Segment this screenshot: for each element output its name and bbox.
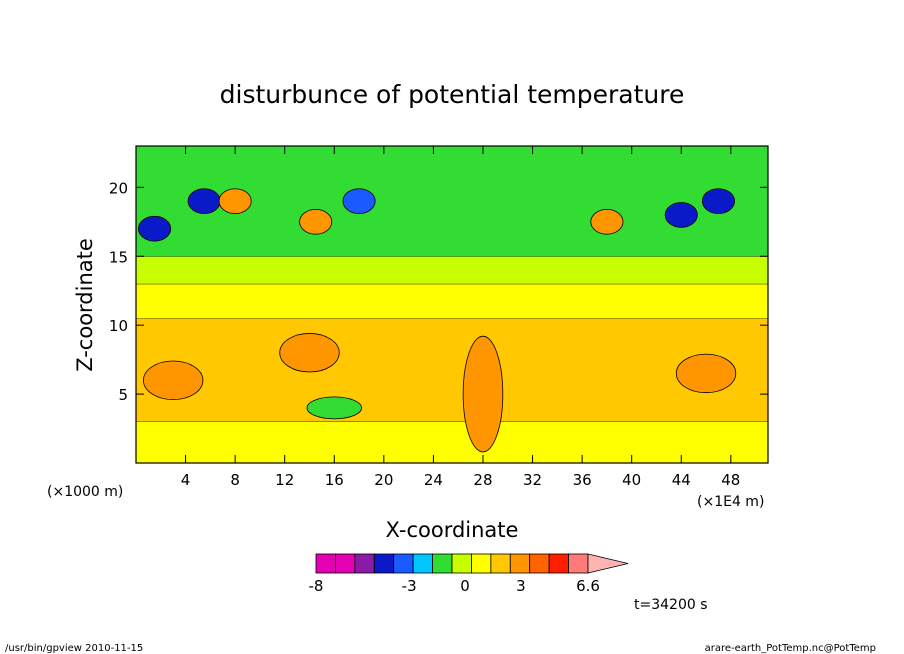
x-tick-label: 44	[672, 471, 691, 489]
contour-band-1	[136, 318, 768, 422]
contour-feature-3	[279, 333, 340, 373]
x-tick-label: 20	[374, 471, 393, 489]
colorbar-swatch	[432, 553, 453, 574]
colorbar-swatch	[315, 553, 336, 574]
contour-band-3	[136, 256, 768, 284]
x-tick-label: 24	[424, 471, 443, 489]
colorbar	[315, 553, 629, 574]
colorbar-arrow	[587, 553, 629, 574]
contour-feature-12	[590, 209, 624, 235]
colorbar-swatch	[471, 553, 492, 574]
colorbar-swatch	[568, 553, 589, 574]
colorbar-tick-label: -3	[402, 577, 417, 595]
colorbar-tick-labels: -8 -3 0 3 6.6	[309, 577, 600, 595]
colorbar-swatch	[335, 553, 356, 574]
x-tick-label: 40	[622, 471, 641, 489]
contour-feature-5	[138, 215, 172, 242]
y-tick-label: 10	[109, 317, 128, 335]
y-tick-label: 20	[109, 179, 128, 197]
contour-band-2	[136, 283, 768, 319]
colorbar-tick-label: 6.6	[576, 577, 600, 595]
time-label: t=34200 s	[634, 597, 708, 613]
colorbar-tick-label: 0	[460, 577, 470, 595]
colorbar-swatch	[451, 553, 472, 574]
plot-frame	[135, 145, 769, 464]
colorbar-swatch	[373, 553, 395, 574]
colorbar-swatch	[529, 553, 550, 574]
footer-right: arare-earth_PotTemp.nc@PotTemp	[705, 643, 876, 654]
colorbar-tick-label: 3	[516, 577, 526, 595]
footer-left: /usr/bin/gpview 2010-11-15	[5, 643, 143, 654]
x-tick-label: 36	[573, 471, 592, 489]
contour-features	[138, 188, 737, 453]
y-tick-label: 15	[109, 248, 128, 266]
x-tick-label: 12	[275, 471, 294, 489]
chart-title: disturbunce of potential temperature	[220, 80, 685, 109]
colorbar-swatch	[354, 553, 375, 574]
x-tick-label: 28	[473, 471, 492, 489]
y-axis: 5 10 15 20	[109, 179, 768, 404]
x-tick-label: 48	[721, 471, 740, 489]
x-tick-label: 8	[230, 471, 240, 489]
contour-feature-4	[306, 396, 362, 420]
x-tick-label: 32	[523, 471, 542, 489]
colorbar-swatch	[412, 553, 433, 574]
contour-feature-0	[462, 335, 504, 453]
x-unit-right: (×1E4 m)	[697, 494, 764, 510]
contour-feature-6	[187, 188, 221, 214]
contour-feature-11	[299, 209, 333, 235]
contour-band-0	[136, 421, 768, 463]
x-axis: 4 8 12 16 20 24 28 32 36 40 44 48	[181, 146, 740, 489]
x-unit-left: (×1000 m)	[47, 484, 123, 500]
colorbar-swatch	[490, 553, 511, 574]
contour-feature-7	[342, 188, 376, 214]
y-tick-label: 5	[118, 386, 128, 404]
colorbar-swatch	[548, 553, 569, 574]
colorbar-swatch	[393, 553, 414, 574]
y-axis-label: Z-coordinate	[73, 238, 97, 372]
contour-feature-2	[675, 353, 737, 394]
contour-feature-9	[701, 188, 735, 214]
x-tick-label: 16	[325, 471, 344, 489]
colorbar-tick-label: -8	[309, 577, 324, 595]
x-axis-label: X-coordinate	[386, 518, 519, 542]
x-tick-label: 4	[181, 471, 191, 489]
plot-area	[136, 146, 768, 463]
contour-feature-8	[664, 202, 698, 228]
contour-feature-10	[218, 188, 252, 214]
contour-feature-1	[143, 360, 204, 401]
colorbar-swatch	[509, 553, 531, 574]
